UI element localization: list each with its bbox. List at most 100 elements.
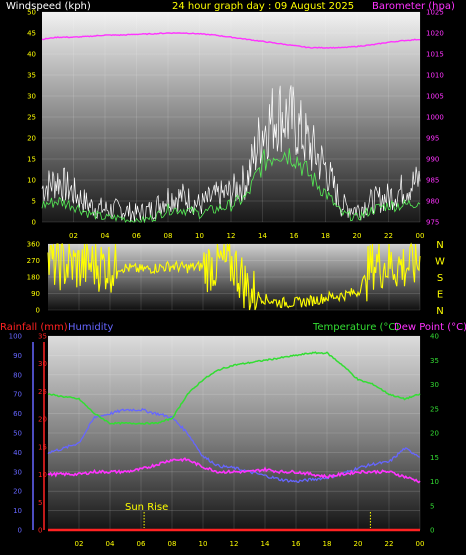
wind-average-line — [41, 148, 421, 224]
baro-axis-tick-label: 1020 — [426, 30, 444, 38]
wind-x-tick-label: 06 — [132, 232, 141, 240]
temperature-tick-label: 10 — [430, 478, 439, 486]
dewpoint-label: Dew Point (°C) — [394, 322, 466, 333]
compass-label: W — [435, 257, 445, 268]
wind-axis-tick-label: 30 — [27, 93, 36, 101]
wind-x-tick-label: 16 — [290, 232, 299, 240]
rainfall-tick-label: 30 — [38, 360, 47, 368]
wind-x-tick-label: 18 — [321, 232, 330, 240]
wind-x-tick-label: 00 — [416, 232, 425, 240]
rainfall-label: Rainfall (mm) — [0, 322, 68, 333]
axis-ticks: 0510152025303540455097598098599099510001… — [9, 9, 445, 549]
wind-axis-tick-label: 25 — [27, 114, 36, 122]
temp-x-tick-label: 18 — [323, 540, 332, 548]
wind-axis-tick-label: 5 — [32, 198, 36, 206]
humidity-tick-label: 0 — [18, 527, 22, 535]
compass-label: E — [437, 290, 443, 301]
wind-axis-tick-label: 45 — [27, 30, 36, 38]
compass-label: S — [437, 273, 443, 284]
rainfall-tick-label: 25 — [38, 388, 47, 396]
compass-label: N — [436, 306, 443, 317]
wind-x-tick-label: 20 — [353, 232, 362, 240]
wind-axis-tick-label: 10 — [27, 177, 36, 185]
baro-axis-tick-label: 990 — [426, 156, 439, 164]
temperature-tick-label: 35 — [430, 357, 439, 365]
rainfall-tick-label: 15 — [38, 443, 47, 451]
humidity-tick-label: 10 — [13, 507, 22, 515]
wind-axis-tick-label: 35 — [27, 72, 36, 80]
temp-panel-bg — [48, 336, 420, 530]
temp-x-tick-label: 22 — [385, 540, 394, 548]
temperature-tick-label: 0 — [430, 527, 434, 535]
windspeed-title: Windspeed (kph) — [6, 1, 91, 12]
wind-axis-tick-label: 20 — [27, 135, 36, 143]
temperature-tick-label: 5 — [430, 502, 434, 510]
wind-x-tick-label: 22 — [384, 232, 393, 240]
humidity-tick-label: 70 — [13, 391, 22, 399]
dir-axis-tick-label: 270 — [27, 257, 40, 265]
temp-x-tick-label: 20 — [354, 540, 363, 548]
dir-axis-tick-label: 180 — [27, 274, 40, 282]
baro-axis-tick-label: 1005 — [426, 93, 444, 101]
baro-axis-tick-label: 1025 — [426, 9, 444, 17]
humidity-tick-label: 60 — [13, 410, 22, 418]
temperature-tick-label: 40 — [430, 333, 439, 341]
temp-x-tick-label: 16 — [292, 540, 301, 548]
baro-axis-tick-label: 975 — [426, 219, 439, 227]
humidity-tick-label: 100 — [9, 333, 22, 341]
wind-x-tick-label: 02 — [69, 232, 78, 240]
temperature-label: Temperature (°C) — [312, 322, 399, 333]
wind-axis-tick-label: 40 — [27, 51, 36, 59]
compass-label: N — [436, 240, 443, 251]
humidity-line — [47, 407, 421, 484]
wind-x-tick-label: 12 — [227, 232, 236, 240]
baro-axis-tick-label: 1010 — [426, 72, 444, 80]
wind-x-tick-label: 14 — [258, 232, 267, 240]
temp-x-tick-label: 02 — [75, 540, 84, 548]
rainfall-tick-label: 35 — [38, 333, 47, 341]
series-lines — [41, 32, 421, 532]
sunrise-label: Sun Rise — [125, 502, 168, 513]
humidity-tick-label: 90 — [13, 352, 22, 360]
wind-gust-line — [41, 85, 421, 224]
wind-axis-tick-label: 50 — [27, 9, 36, 17]
temp-x-tick-label: 14 — [261, 540, 270, 548]
rainfall-tick-label: 10 — [38, 471, 47, 479]
temp-x-tick-label: 12 — [230, 540, 239, 548]
rainfall-tick-label: 20 — [38, 416, 47, 424]
barometer-line — [41, 32, 420, 49]
wind-direction-line — [47, 242, 421, 311]
grid-lines — [42, 11, 421, 531]
rainfall-tick-label: 5 — [38, 499, 42, 507]
graph-date-title: 24 hour graph day : 09 August 2025 — [172, 1, 354, 12]
humidity-tick-label: 30 — [13, 468, 22, 476]
baro-axis-tick-label: 1015 — [426, 51, 444, 59]
humidity-tick-label: 50 — [13, 430, 22, 438]
temperature-tick-label: 25 — [430, 405, 439, 413]
baro-axis-tick-label: 1000 — [426, 114, 444, 122]
baro-axis-tick-label: 985 — [426, 177, 439, 185]
barometer-title: Barometer (hpa) — [372, 1, 455, 12]
temp-x-tick-label: 06 — [137, 540, 146, 548]
humidity-label: Humidity — [68, 322, 113, 333]
dewpoint-line — [47, 457, 421, 484]
dir-axis-tick-label: 0 — [36, 307, 40, 315]
humidity-tick-label: 80 — [13, 371, 22, 379]
humidity-tick-label: 40 — [13, 449, 22, 457]
dir-axis-tick-label: 90 — [31, 290, 40, 298]
rainfall-tick-label: 0 — [38, 527, 42, 535]
dir-axis-tick-label: 360 — [27, 241, 40, 249]
temperature-tick-label: 20 — [430, 430, 439, 438]
temp-x-tick-label: 08 — [168, 540, 177, 548]
temperature-line — [47, 351, 421, 426]
wind-x-tick-label: 08 — [164, 232, 173, 240]
temperature-tick-label: 15 — [430, 454, 439, 462]
baro-axis-tick-label: 980 — [426, 198, 439, 206]
wind-axis-tick-label: 0 — [32, 219, 36, 227]
temp-x-tick-label: 00 — [416, 540, 425, 548]
wind-axis-tick-label: 15 — [27, 156, 36, 164]
temperature-tick-label: 30 — [430, 381, 439, 389]
humidity-tick-label: 20 — [13, 488, 22, 496]
